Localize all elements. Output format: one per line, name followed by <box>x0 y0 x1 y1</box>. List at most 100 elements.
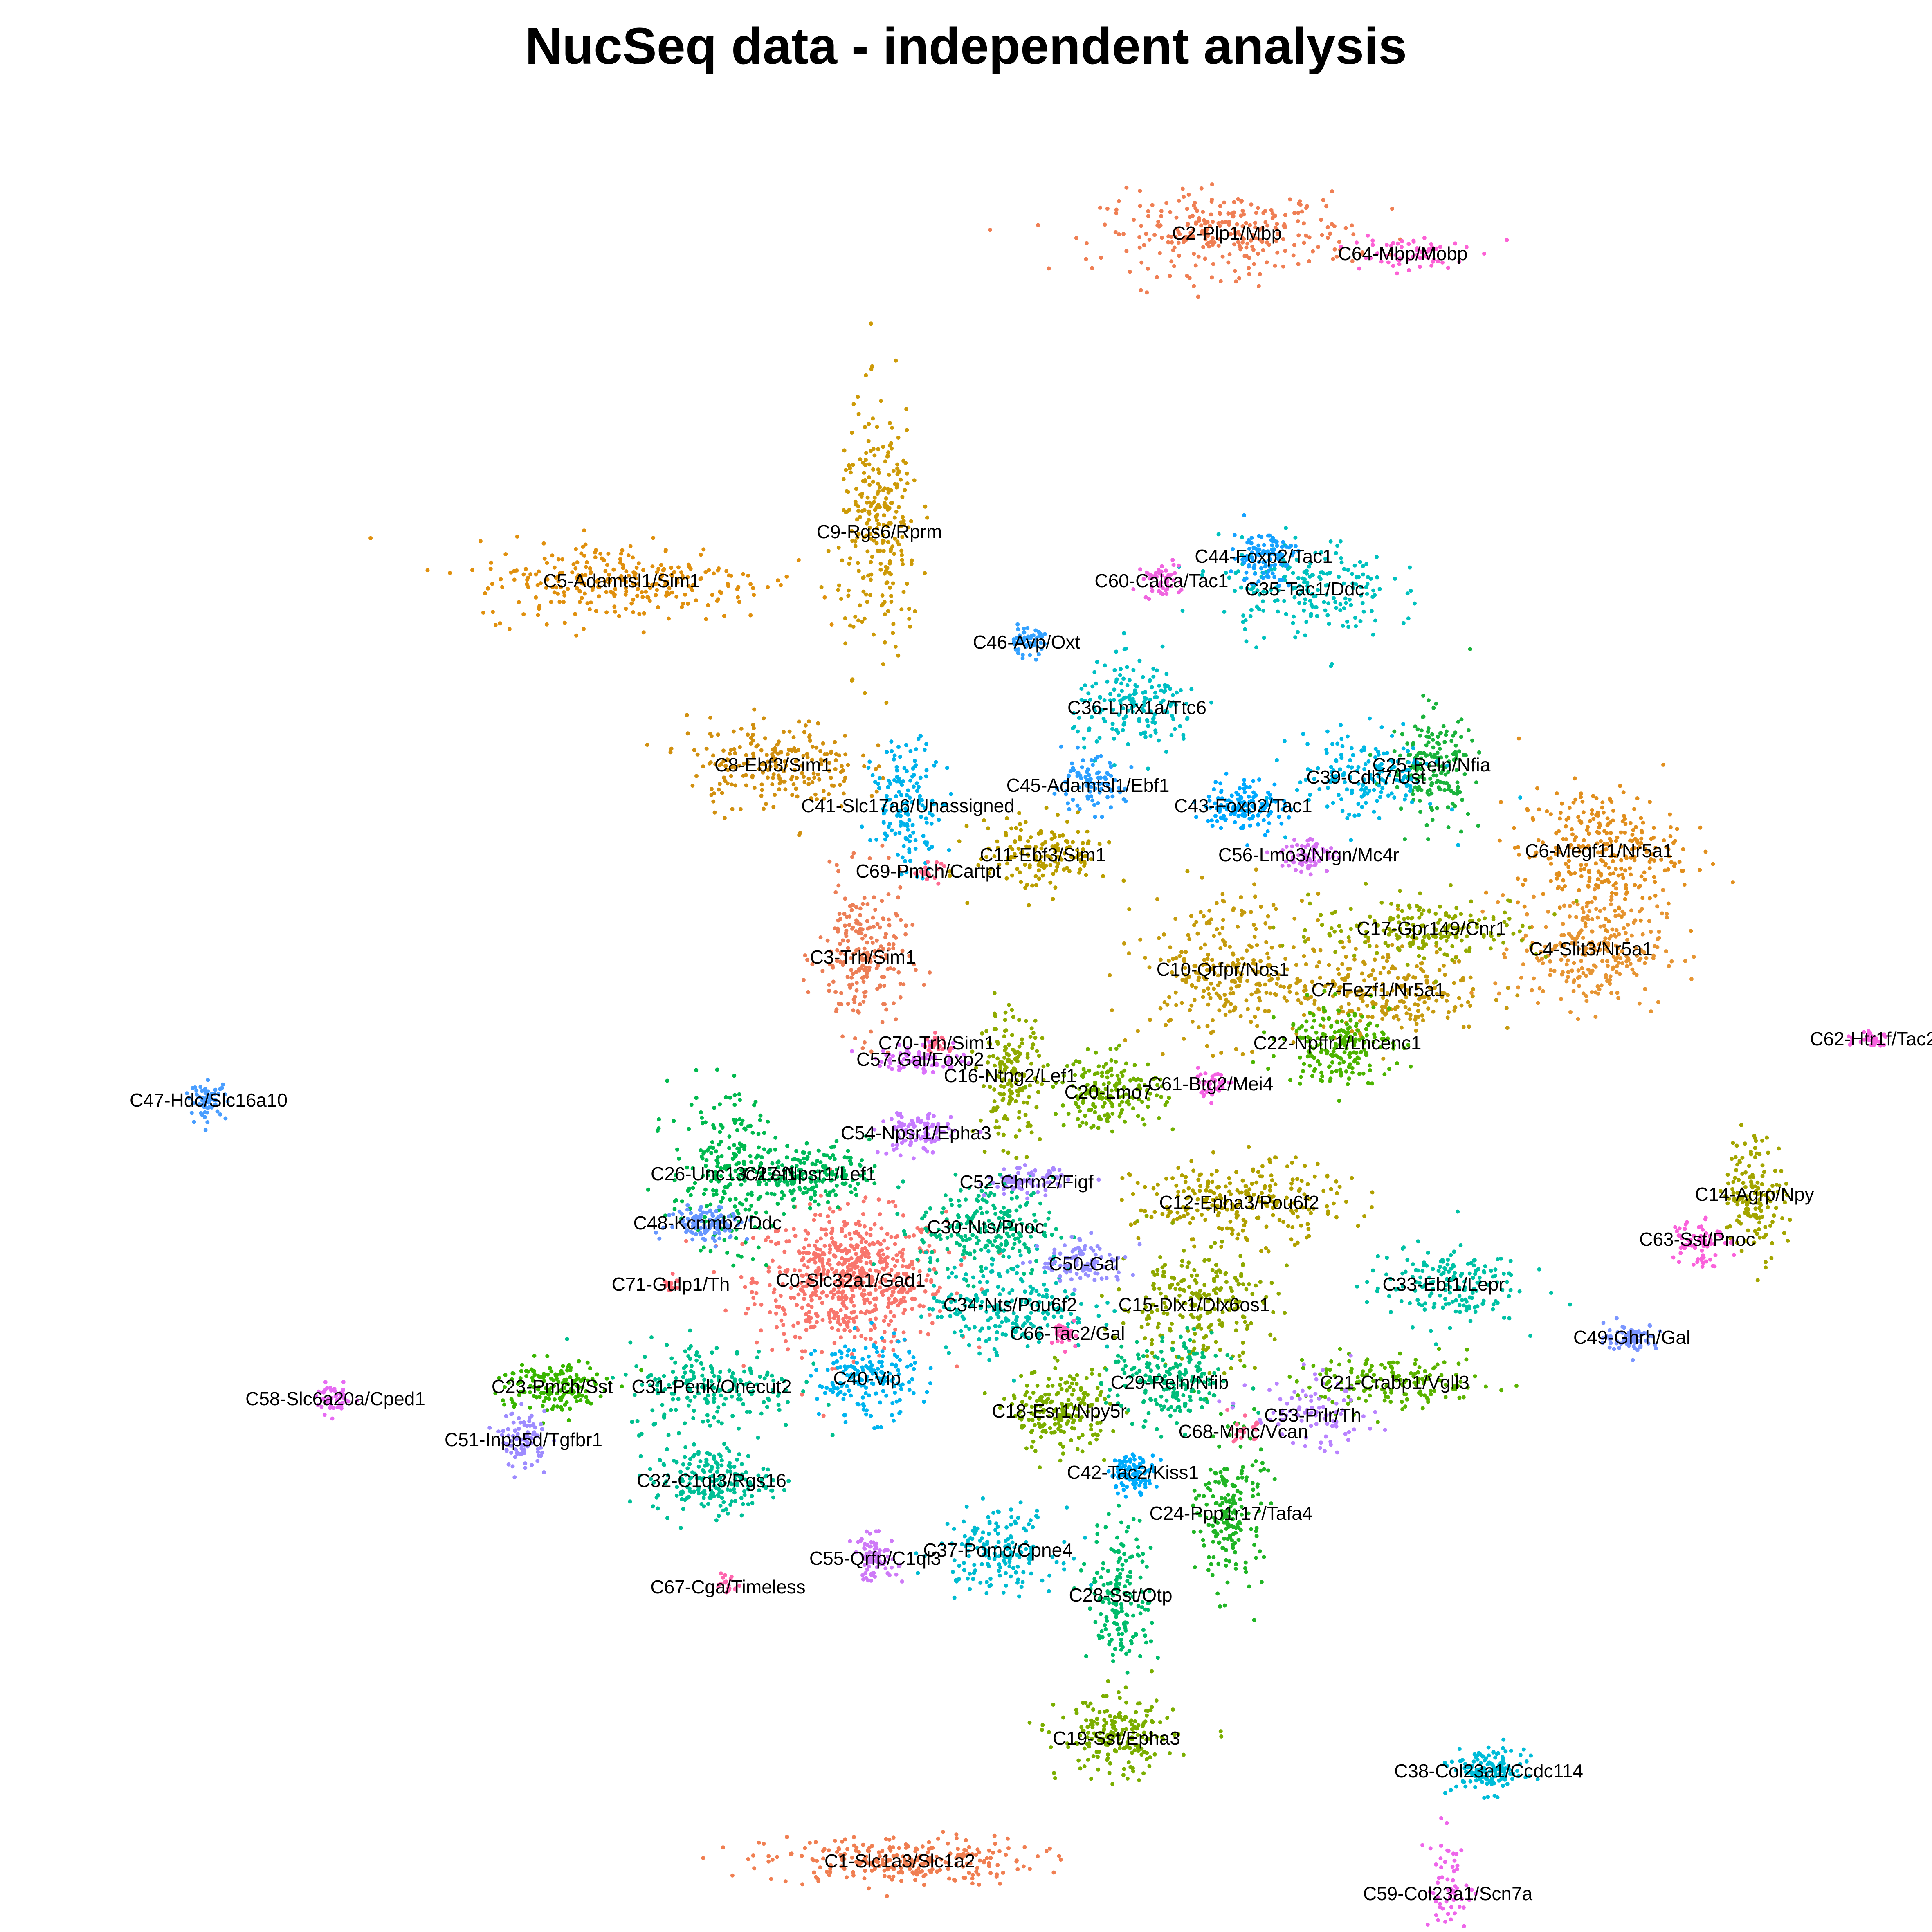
data-point <box>1008 1059 1013 1064</box>
data-point <box>1123 1038 1128 1042</box>
data-point <box>892 967 896 971</box>
data-point <box>843 616 847 620</box>
data-point <box>880 593 885 598</box>
data-point <box>1220 220 1224 225</box>
data-point <box>849 968 854 972</box>
data-point <box>1139 1208 1143 1213</box>
data-point <box>871 479 875 484</box>
data-point <box>1170 1340 1175 1345</box>
data-point <box>773 749 777 753</box>
data-point <box>842 1320 846 1324</box>
data-point <box>838 1274 842 1278</box>
data-point <box>1184 234 1188 239</box>
data-point <box>1250 1182 1254 1186</box>
data-point <box>1014 1156 1019 1160</box>
data-point <box>1290 1161 1294 1165</box>
data-point <box>1620 961 1624 965</box>
data-point <box>1555 791 1559 795</box>
data-point <box>1014 1859 1019 1864</box>
data-point <box>1725 1173 1730 1177</box>
data-point <box>711 799 716 804</box>
data-point <box>962 1853 967 1858</box>
data-point <box>774 1298 778 1303</box>
data-point <box>1302 240 1306 245</box>
data-point <box>1148 1018 1152 1022</box>
data-point <box>1088 1441 1092 1445</box>
data-point <box>1286 1224 1290 1228</box>
data-point <box>1191 1168 1196 1173</box>
data-point <box>1618 784 1622 788</box>
data-point <box>1022 1424 1026 1428</box>
data-point <box>1668 834 1673 838</box>
data-point <box>901 562 905 566</box>
data-point <box>861 1842 865 1847</box>
data-point <box>1025 1055 1030 1060</box>
data-point <box>1146 267 1150 271</box>
data-point <box>852 1335 857 1339</box>
data-point <box>783 1879 788 1884</box>
data-point <box>1304 962 1308 966</box>
data-point <box>1031 1439 1036 1444</box>
data-point <box>1316 892 1321 896</box>
data-point <box>1604 862 1608 866</box>
data-point <box>1381 955 1385 960</box>
data-point <box>874 1287 878 1292</box>
data-point <box>1782 1231 1786 1235</box>
data-point <box>1156 1182 1160 1187</box>
data-point <box>955 1291 959 1296</box>
data-point <box>746 1857 750 1861</box>
data-point <box>1610 891 1614 895</box>
data-point <box>1124 249 1129 253</box>
data-point <box>843 641 848 646</box>
data-point <box>877 1864 881 1868</box>
data-point <box>847 463 851 467</box>
data-point <box>1161 932 1166 937</box>
data-point <box>1155 1268 1160 1272</box>
data-point <box>574 633 578 638</box>
data-point <box>1405 963 1410 967</box>
data-point <box>1321 1188 1326 1193</box>
data-point <box>830 1367 835 1371</box>
data-point <box>1040 1429 1045 1434</box>
data-point <box>771 1258 775 1263</box>
data-point <box>896 1870 901 1875</box>
data-point <box>1192 252 1196 256</box>
data-point <box>858 1286 862 1290</box>
data-point <box>855 1278 859 1282</box>
data-point <box>999 1092 1003 1097</box>
data-point <box>1346 935 1351 939</box>
data-point <box>1168 1018 1173 1022</box>
data-point <box>1027 1095 1031 1099</box>
data-point <box>1200 1213 1204 1217</box>
data-point <box>863 1254 868 1259</box>
data-point <box>1363 940 1367 944</box>
data-point <box>1209 982 1213 986</box>
data-point <box>826 1214 830 1219</box>
data-point <box>1753 1206 1758 1211</box>
data-point <box>907 1856 912 1860</box>
data-point <box>1385 959 1389 963</box>
data-point <box>851 1359 856 1364</box>
data-point <box>1047 1377 1051 1381</box>
data-point <box>1256 206 1260 210</box>
data-point <box>862 1876 867 1881</box>
data-point <box>1245 1327 1249 1331</box>
data-point <box>1579 874 1584 878</box>
data-point <box>886 892 891 896</box>
data-point <box>1240 236 1245 240</box>
data-point <box>1110 1112 1115 1116</box>
data-point <box>810 780 815 784</box>
data-point <box>1210 182 1214 186</box>
data-point <box>1666 901 1671 906</box>
data-point <box>636 561 641 566</box>
data-point <box>1337 924 1341 928</box>
data-point <box>856 1231 860 1236</box>
data-point <box>1433 912 1438 916</box>
data-point <box>1146 1322 1150 1327</box>
data-point <box>841 508 846 512</box>
data-point <box>1407 905 1412 910</box>
data-point <box>1054 1112 1058 1116</box>
data-point <box>1249 202 1254 207</box>
data-point <box>1580 966 1584 970</box>
data-point <box>862 1292 867 1297</box>
